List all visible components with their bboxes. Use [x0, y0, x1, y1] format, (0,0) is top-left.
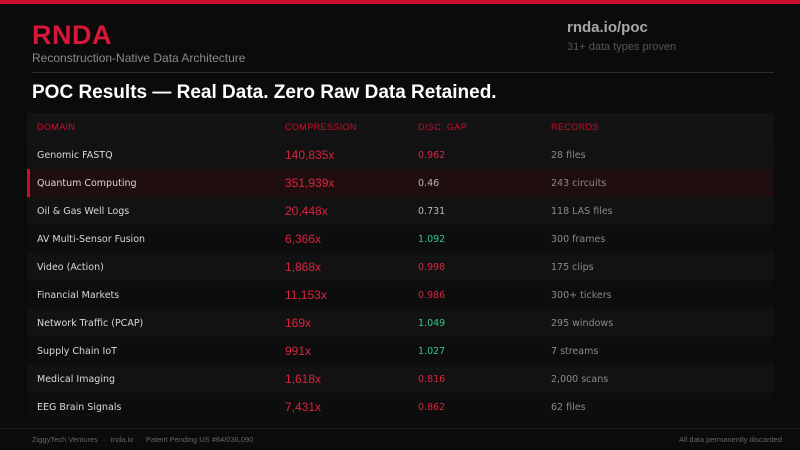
header-compression: COMPRESSION	[275, 113, 408, 141]
cell-compression: 11,153x	[275, 281, 408, 309]
brand-name: RNDA	[32, 20, 112, 50]
footer-patent: Patent Pending US #64/036,090	[145, 435, 254, 444]
cell-domain: Financial Markets	[27, 281, 275, 309]
header-divider	[32, 72, 774, 73]
cell-domain: Supply Chain IoT	[27, 337, 275, 365]
table-row: AV Multi-Sensor Fusion 6,366x 1.092 300 fra…	[27, 225, 774, 253]
cell-gap: 0.46	[408, 169, 541, 197]
cell-domain: Quantum Computing	[27, 169, 275, 197]
footer-site: rnda.io	[110, 435, 134, 444]
cell-domain: Video (Action)	[27, 253, 275, 281]
cell-gap: 0.962	[408, 141, 541, 169]
site-tagline: 31+ data types proven	[567, 41, 677, 53]
results-table: DOMAIN COMPRESSION DISC. GAP RECORDS Gen…	[27, 113, 774, 421]
cell-records: 2,000 scans	[541, 365, 774, 393]
cell-domain: EEG Brain Signals	[27, 393, 275, 421]
cell-records: 300 frames	[541, 225, 774, 253]
table-row: Genomic FASTQ 140,835x 0.962 28 files	[27, 141, 774, 169]
cell-gap: 0.986	[408, 281, 541, 309]
cell-domain: Oil & Gas Well Logs	[27, 197, 275, 225]
cell-records: 28 files	[541, 141, 774, 169]
cell-records: 300+ tickers	[541, 281, 774, 309]
table-row: Network Traffic (PCAP) 169x 1.049 295 windo…	[27, 309, 774, 337]
cell-compression: 1,868x	[275, 253, 408, 281]
footer-company: ZiggyTech Ventures	[32, 435, 98, 444]
header-gap: DISC. GAP	[408, 113, 541, 141]
table-header-row: DOMAIN COMPRESSION DISC. GAP RECORDS	[27, 113, 774, 141]
table-row: EEG Brain Signals 7,431x 0.862 62 files	[27, 393, 774, 421]
cell-domain: Medical Imaging	[27, 365, 275, 393]
cell-records: 175 clips	[541, 253, 774, 281]
cell-records: 7 streams	[541, 337, 774, 365]
cell-records: 243 circuits	[541, 169, 774, 197]
cell-gap: 1.049	[408, 309, 541, 337]
table-row: Quantum Computing 351,939x 0.46 243 circuit…	[27, 169, 774, 197]
top-accent-bar	[0, 0, 800, 4]
site-url: rnda.io/poc	[567, 19, 648, 36]
page-title: POC Results — Real Data. Zero Raw Data R…	[32, 82, 497, 103]
table-row: Oil & Gas Well Logs 20,448x 0.731 118 LAS f…	[27, 197, 774, 225]
cell-compression: 351,939x	[275, 169, 408, 197]
brand-block: RNDA Reconstruction-Native Data Architec…	[32, 20, 245, 65]
footer-divider	[0, 428, 800, 429]
cell-compression: 6,366x	[275, 225, 408, 253]
cell-gap: 0.998	[408, 253, 541, 281]
cell-compression: 169x	[275, 309, 408, 337]
cell-domain: Genomic FASTQ	[27, 141, 275, 169]
table-row: Financial Markets 11,153x 0.986 300+ ticker…	[27, 281, 774, 309]
cell-compression: 20,448x	[275, 197, 408, 225]
cell-records: 118 LAS files	[541, 197, 774, 225]
cell-records: 62 files	[541, 393, 774, 421]
cell-domain: Network Traffic (PCAP)	[27, 309, 275, 337]
cell-domain: AV Multi-Sensor Fusion	[27, 225, 275, 253]
footer: ZiggyTech Ventures · rnda.io · Patent Pendin…	[32, 435, 254, 444]
footer-note: All data permanently discarded	[679, 435, 782, 444]
cell-gap: 1.092	[408, 225, 541, 253]
brand-subtitle: Reconstruction-Native Data Architecture	[32, 51, 246, 65]
cell-records: 295 windows	[541, 309, 774, 337]
cell-compression: 140,835x	[275, 141, 408, 169]
cell-compression: 1,618x	[275, 365, 408, 393]
table-row: Medical Imaging 1,618x 0.816 2,000 scans	[27, 365, 774, 393]
cell-gap: 0.816	[408, 365, 541, 393]
site-block: rnda.io/poc 31+ data types proven	[567, 19, 676, 53]
table-row: Video (Action) 1,868x 0.998 175 clips	[27, 253, 774, 281]
table-row: Supply Chain IoT 991x 1.027 7 streams	[27, 337, 774, 365]
header-domain: DOMAIN	[27, 113, 275, 141]
cell-gap: 0.862	[408, 393, 541, 421]
cell-gap: 1.027	[408, 337, 541, 365]
header-records: RECORDS	[541, 113, 774, 141]
cell-gap: 0.731	[408, 197, 541, 225]
cell-compression: 7,431x	[275, 393, 408, 421]
cell-compression: 991x	[275, 337, 408, 365]
